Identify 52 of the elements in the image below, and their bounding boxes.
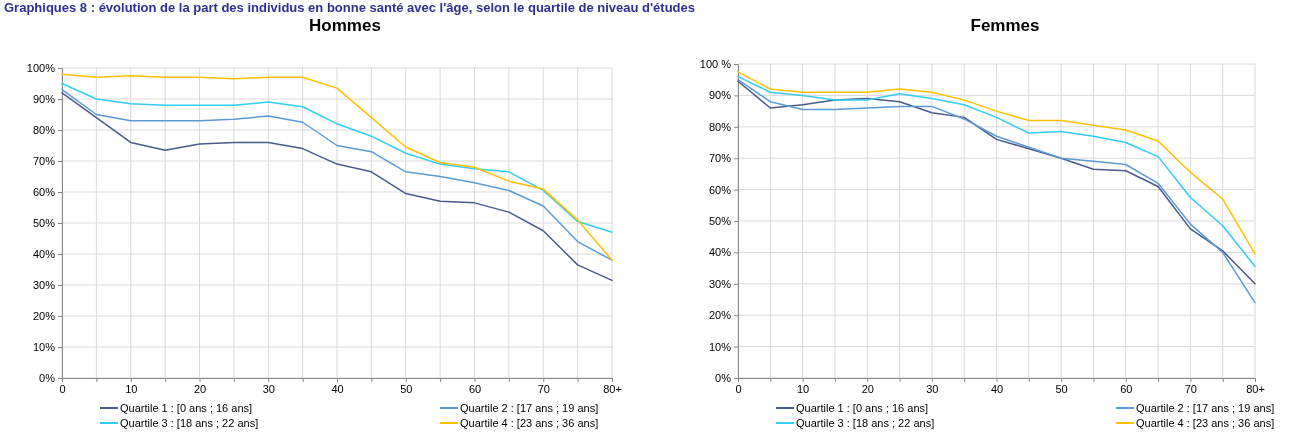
legend-label: Quartile 3 : [18 ans ; 22 ans] — [120, 417, 259, 429]
x-tick-label: 10 — [797, 382, 810, 395]
x-tick-label: 50 — [1055, 382, 1068, 395]
x-tick-label: 40 — [331, 382, 344, 395]
legend-label: Quartile 2 : [17 ans ; 19 ans] — [460, 402, 599, 414]
x-tick-label: 70 — [1184, 382, 1197, 395]
chart-title: Hommes — [309, 16, 381, 35]
x-tick-label: 60 — [1120, 382, 1133, 395]
x-tick-label: 30 — [262, 382, 275, 395]
y-tick-label: 80% — [708, 120, 732, 133]
y-tick-label: 20% — [708, 309, 732, 322]
y-tick-label: 30% — [708, 277, 732, 290]
y-tick-label: 60% — [32, 186, 56, 199]
y-tick-label: 40% — [32, 248, 56, 261]
legend-label: Quartile 4 : [23 ans ; 36 ans] — [1136, 417, 1275, 429]
y-tick-label: 0% — [715, 372, 732, 385]
x-tick-label: 20 — [861, 382, 874, 395]
legend-label: Quartile 1 : [0 ans ; 16 ans] — [120, 402, 253, 414]
y-tick-label: 100% — [26, 62, 56, 75]
y-tick-label: 80% — [32, 124, 56, 137]
y-tick-label: 30% — [32, 279, 56, 292]
x-tick-label: 20 — [193, 382, 207, 395]
x-tick-label: 0 — [735, 382, 742, 395]
chart-title: Femmes — [970, 16, 1040, 35]
x-tick-label: 10 — [125, 382, 138, 395]
text: Graphiques 8 : évolution de la part des individus en bonne santé avec l'âge, selon le quartile de niveau d'études — [4, 0, 696, 15]
y-tick-label: 90% — [708, 89, 732, 102]
y-tick-label: 70% — [32, 155, 56, 168]
y-tick-label: 50% — [32, 217, 56, 230]
legend-label: Quartile 4 : [23 ans ; 36 ans] — [460, 417, 599, 429]
legend-label: Quartile 1 : [0 ans ; 16 ans] — [796, 402, 929, 414]
x-tick-label: 80+ — [1246, 382, 1265, 395]
legend-label: Quartile 3 : [18 ans ; 22 ans] — [796, 417, 935, 429]
y-tick-label: 10% — [708, 340, 732, 353]
x-tick-label: 80+ — [603, 382, 622, 395]
x-tick-label: 70 — [537, 382, 550, 395]
y-tick-label: 40% — [708, 246, 732, 259]
x-tick-label: 30 — [926, 382, 939, 395]
y-tick-label: 10% — [32, 341, 56, 354]
x-tick-label: 0 — [59, 382, 66, 395]
line-series — [61, 82, 613, 234]
x-tick-label: 50 — [400, 382, 413, 395]
y-tick-label: 70% — [708, 152, 732, 165]
y-tick-label: 60% — [708, 183, 732, 196]
y-tick-label: 50% — [708, 215, 732, 228]
x-tick-label: 60 — [468, 382, 482, 395]
x-tick-label: 40 — [990, 382, 1004, 395]
y-tick-label: 0% — [39, 372, 56, 385]
y-tick-label: 20% — [32, 310, 56, 323]
y-tick-label: 90% — [32, 93, 56, 106]
legend-label: Quartile 2 : [17 ans ; 19 ans] — [1136, 402, 1275, 414]
y-tick-label: 100 % — [699, 58, 732, 71]
